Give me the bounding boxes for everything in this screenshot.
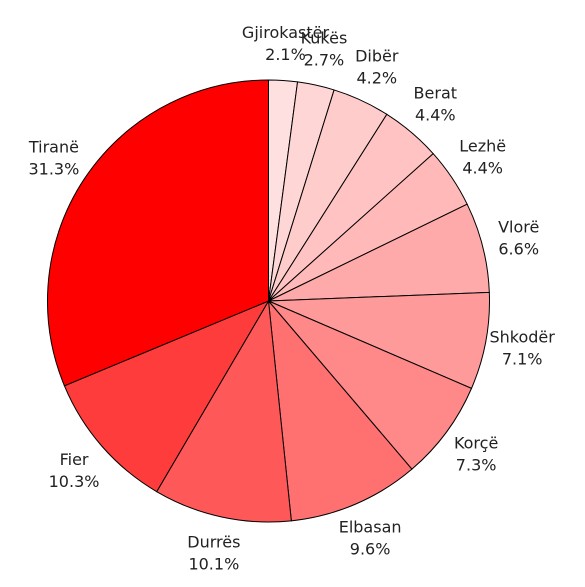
slice-label: Tiranë (28, 137, 79, 156)
pie-slice (47, 79, 269, 387)
pie-slice (267, 299, 413, 522)
slice-label: Berat (414, 84, 457, 103)
slice-value-label: 9.6% (350, 540, 391, 559)
slice-value-label: 2.7% (304, 51, 345, 70)
slice-value-label: 10.3% (49, 472, 100, 491)
slice-value-label: 31.3% (28, 159, 79, 178)
slice-value-label: 10.1% (188, 555, 239, 574)
pie-slice (63, 299, 270, 493)
slice-label: Fier (60, 450, 89, 469)
slice-label: Shkodër (489, 328, 555, 347)
slice-value-label: 4.4% (462, 159, 503, 178)
slice-label: Vlorë (498, 218, 539, 237)
slice-label: Lezhë (459, 137, 506, 156)
pie-slice (268, 300, 473, 470)
slice-value-label: 7.3% (456, 456, 497, 475)
slice-value-label: 4.4% (415, 106, 456, 125)
slice-value-label: 4.2% (356, 68, 397, 87)
slice-label: Durrës (187, 533, 240, 552)
pie-slice (156, 299, 292, 523)
slice-label: Gjirokastër (242, 23, 330, 42)
slice-label: Elbasan (339, 518, 402, 537)
slice-label: Korçë (454, 434, 498, 453)
slice-label: Dibër (355, 46, 399, 65)
slice-label: Kukës (301, 29, 348, 48)
slice-value-label: 7.1% (502, 350, 543, 369)
slice-value-label: 6.6% (498, 240, 539, 259)
slice-value-label: 2.1% (265, 45, 306, 64)
